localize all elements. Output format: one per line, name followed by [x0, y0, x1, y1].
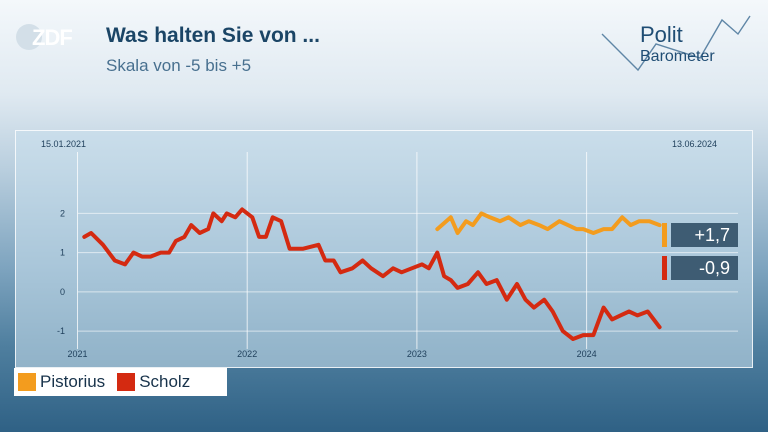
politbarometer-word-barometer: Barometer	[640, 48, 715, 65]
y-tick-label: 1	[60, 248, 65, 258]
y-tick-label: -1	[57, 326, 65, 336]
x-tick-label: 2022	[237, 349, 257, 359]
end-date-label: 13.06.2024	[672, 139, 718, 149]
scholz-value-box: -0,9	[671, 256, 738, 280]
series-line-pistorius	[435, 211, 662, 235]
politbarometer-word-polit: Polit	[640, 22, 683, 47]
start-date-label: 15.01.2021	[41, 139, 87, 149]
legend-label-pistorius: Pistorius	[40, 372, 106, 391]
politbarometer-zigzag-icon	[601, 15, 751, 72]
chart-title: Was halten Sie von ...	[106, 24, 320, 47]
chart-panel	[15, 130, 753, 368]
zdf-logo-text: ZDF	[32, 25, 73, 50]
y-tick-label: 0	[60, 287, 65, 297]
x-tick-label: 2024	[577, 349, 597, 359]
series-line-scholz	[82, 207, 662, 341]
politbarometer-logo: Polit Barometer	[600, 14, 760, 74]
legend-label-scholz: Scholz	[139, 372, 191, 391]
x-tick-label: 2023	[407, 349, 427, 359]
pistorius-value-marker	[662, 223, 667, 247]
zdf-logo-mark	[16, 24, 42, 50]
y-tick-label: 2	[60, 208, 65, 218]
zdf-logo: ZDF	[14, 22, 84, 54]
pistorius-value-box: +1,7	[671, 223, 738, 247]
scholz-value-marker	[662, 256, 667, 280]
legend-swatch-pistorius	[18, 373, 36, 391]
chart-subtitle: Skala von -5 bis +5	[106, 56, 252, 75]
x-tick-label: 2021	[67, 349, 87, 359]
legend-swatch-scholz	[117, 373, 136, 391]
legend: Pistorius Scholz	[14, 368, 227, 396]
